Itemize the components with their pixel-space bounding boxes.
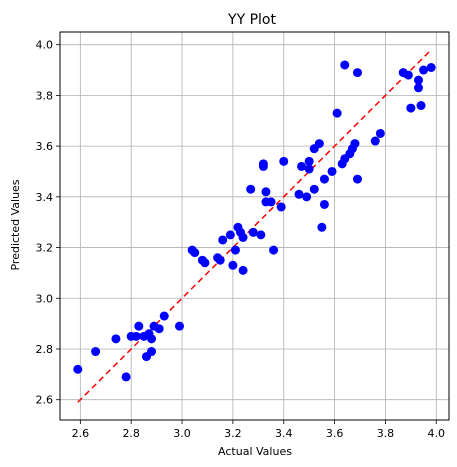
data-point — [147, 347, 157, 357]
data-point — [225, 230, 235, 240]
data-point — [218, 235, 228, 245]
data-point — [370, 136, 380, 146]
y-tick-label: 2.8 — [36, 343, 54, 356]
x-axis-label: Actual Values — [218, 445, 292, 458]
data-point — [215, 255, 225, 265]
grid-lines — [60, 32, 449, 420]
data-point — [304, 156, 314, 166]
data-point — [426, 63, 436, 73]
data-point — [314, 139, 324, 149]
data-point — [297, 161, 307, 171]
data-point — [200, 258, 210, 268]
data-point — [319, 199, 329, 209]
x-tick-label: 4.0 — [428, 427, 446, 440]
plot-frame — [59, 31, 450, 421]
y-axis-ticks: 2.6 2.8 3.0 3.2 3.4 3.6 3.8 4.0 — [36, 39, 60, 407]
y-tick-label: 3.4 — [36, 191, 54, 204]
data-point — [327, 166, 337, 176]
data-point — [91, 347, 101, 357]
reference-line-layer — [77, 49, 432, 403]
data-point — [134, 321, 144, 331]
y-tick-label: 3.0 — [36, 292, 54, 305]
data-point — [419, 65, 429, 75]
data-point — [246, 184, 256, 194]
x-tick-label: 3.0 — [173, 427, 191, 440]
data-point — [174, 321, 184, 331]
data-point — [248, 227, 258, 237]
y-tick-label: 3.6 — [36, 140, 54, 153]
data-point — [375, 128, 385, 138]
x-tick-label: 2.6 — [72, 427, 90, 440]
x-tick-label: 3.6 — [326, 427, 344, 440]
data-point — [352, 174, 362, 184]
data-point — [403, 70, 413, 80]
data-point — [294, 189, 304, 199]
data-point — [159, 311, 169, 321]
data-point — [340, 60, 350, 70]
x-tick-label: 2.8 — [122, 427, 140, 440]
data-point — [304, 164, 314, 174]
data-point — [276, 202, 286, 212]
data-point — [413, 83, 423, 93]
data-point — [416, 101, 426, 111]
data-point — [190, 248, 200, 258]
data-point — [256, 230, 266, 240]
y-tick-label: 2.6 — [36, 394, 54, 407]
data-point — [309, 184, 319, 194]
x-tick-label: 3.4 — [275, 427, 293, 440]
data-point — [238, 232, 248, 242]
data-point — [131, 331, 141, 341]
data-point — [406, 103, 416, 113]
x-tick-label: 3.8 — [377, 427, 395, 440]
y-tick-label: 4.0 — [36, 39, 54, 52]
data-point — [269, 245, 279, 255]
data-point — [332, 108, 342, 118]
data-point — [352, 68, 362, 78]
y-tick-label: 3.2 — [36, 242, 54, 255]
data-point — [350, 139, 360, 149]
x-axis-ticks: 2.6 2.8 3.0 3.2 3.4 3.6 3.8 4.0 — [72, 420, 445, 440]
data-points — [73, 60, 436, 382]
y-tick-label: 3.8 — [36, 89, 54, 102]
data-point — [73, 364, 83, 374]
data-point — [238, 265, 248, 275]
data-point — [302, 192, 312, 202]
data-point — [261, 187, 271, 197]
data-point — [154, 324, 164, 334]
data-point — [266, 197, 276, 207]
data-point — [228, 260, 238, 270]
data-point — [279, 156, 289, 166]
chart-title: YY Plot — [227, 12, 276, 28]
data-point — [147, 334, 157, 344]
y-axis-label: Predicted Values — [9, 179, 22, 270]
data-point — [230, 245, 240, 255]
reference-line — [77, 49, 432, 403]
data-point — [111, 334, 121, 344]
data-point — [413, 75, 423, 85]
data-point — [319, 174, 329, 184]
data-point — [317, 222, 327, 232]
data-point — [258, 159, 268, 169]
data-point — [121, 372, 131, 382]
x-tick-label: 3.2 — [224, 427, 242, 440]
